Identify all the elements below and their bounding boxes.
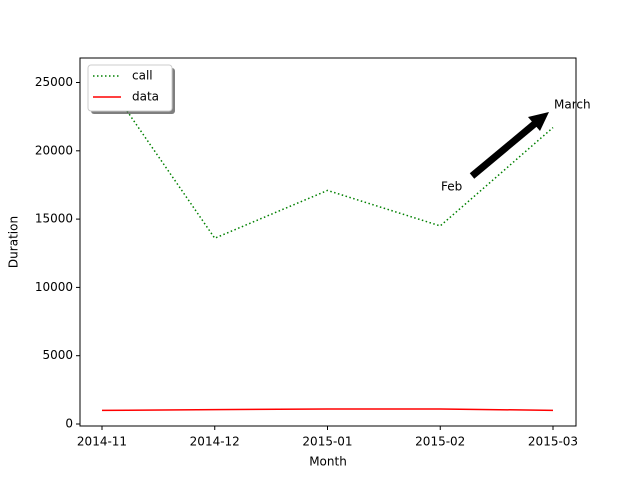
legend-label: data bbox=[132, 90, 159, 104]
y-tick-label: 10000 bbox=[35, 280, 73, 294]
plot-area bbox=[80, 58, 576, 426]
x-tick-label: 2015-01 bbox=[302, 435, 352, 449]
annotation: March bbox=[554, 98, 591, 112]
annotation: Feb bbox=[441, 180, 462, 194]
x-tick-label: 2015-03 bbox=[528, 435, 578, 449]
legend-box bbox=[87, 64, 173, 112]
line-series bbox=[101, 408, 554, 412]
y-tick-label: 0 bbox=[65, 417, 73, 431]
y-axis-label: Duration bbox=[7, 216, 21, 268]
overlay-layer: Feb March call data bbox=[87, 64, 591, 194]
y-tick-label: 15000 bbox=[35, 212, 73, 226]
plot-layer: 0 5000 10000 15000 20000 25000 2014-11 2014-12 2… bbox=[35, 74, 578, 449]
x-axis-label: Month bbox=[309, 455, 347, 469]
y-tick-label: 20000 bbox=[35, 143, 73, 157]
legend-label: call bbox=[132, 69, 153, 83]
axes-frame bbox=[79, 57, 577, 427]
line-series bbox=[101, 74, 554, 240]
x-tick-label: 2014-12 bbox=[190, 435, 240, 449]
x-tick-label: 2014-11 bbox=[77, 435, 127, 449]
annotation-arrow-shaft bbox=[469, 118, 541, 179]
y-tick-label: 25000 bbox=[35, 75, 73, 89]
x-tick-label: 2015-02 bbox=[415, 435, 465, 449]
y-tick-label: 5000 bbox=[42, 348, 73, 362]
annotation-arrow-head bbox=[528, 112, 549, 131]
